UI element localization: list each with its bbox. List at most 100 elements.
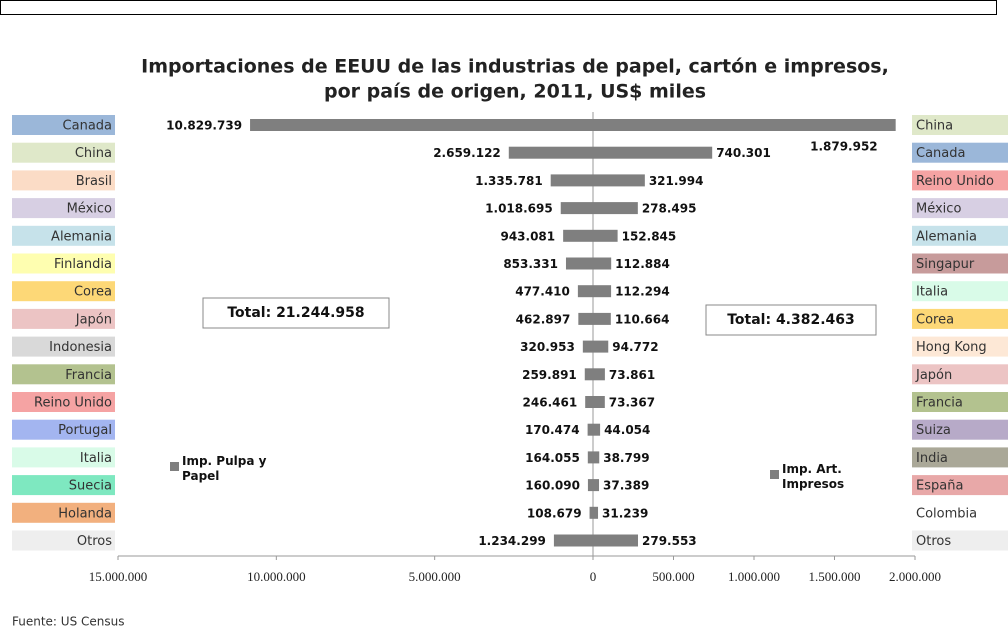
category-box: [12, 170, 115, 191]
legend-label: Imp. Art. Impresos: [782, 462, 845, 491]
bar: [563, 229, 593, 242]
bar: [582, 340, 593, 353]
bar: [565, 257, 593, 270]
category-box: [12, 198, 115, 219]
category-box: [12, 392, 115, 412]
bar: [584, 368, 593, 381]
bar: [550, 174, 593, 187]
bar: [593, 312, 611, 325]
bar: [587, 479, 593, 492]
bar: [585, 396, 593, 408]
category-label: México: [916, 202, 961, 217]
category-label: China: [916, 119, 953, 134]
category-label: Alemania: [51, 229, 112, 244]
category-box: [12, 115, 115, 135]
value-label: 37.389: [603, 479, 649, 493]
category-box: [912, 392, 1008, 412]
bar: [250, 119, 593, 131]
value-label: 38.799: [603, 451, 649, 465]
category-box: [912, 336, 1008, 357]
category-label: Portugal: [58, 423, 112, 438]
category-label: Colombia: [916, 506, 977, 521]
category-label: China: [75, 146, 112, 161]
total-label: Total: 21.244.958: [227, 305, 364, 321]
category-box: [912, 475, 1008, 496]
category-label: Finlandia: [54, 257, 112, 272]
category-box: [912, 253, 1008, 274]
value-label: 259.891: [522, 368, 577, 382]
category-label: Canada: [63, 119, 112, 134]
category-box: [12, 225, 115, 246]
chart-title: por país de origen, 2011, US$ miles: [324, 81, 706, 103]
category-box: [912, 502, 1008, 523]
value-label: 943.081: [500, 229, 555, 243]
category-box: [12, 336, 115, 357]
value-label: 170.474: [525, 423, 580, 437]
category-label: India: [916, 451, 948, 466]
category-box: [912, 198, 1008, 219]
category-label: Japón: [75, 312, 112, 327]
bar: [593, 146, 713, 159]
legend-box: Imp. Art. Impresos: [782, 462, 845, 491]
value-label: 321.994: [649, 174, 704, 188]
value-label: 740.301: [716, 146, 771, 160]
bar: [593, 479, 600, 492]
category-box: [912, 447, 1008, 468]
category-label: Indonesia: [49, 340, 112, 355]
top-box: [0, 0, 997, 15]
legend-swatch: [770, 470, 779, 479]
category-box: [912, 281, 1008, 302]
category-label: Holanda: [58, 506, 112, 521]
value-label: 320.953: [520, 340, 575, 354]
value-label: 279.553: [642, 534, 697, 548]
bar: [578, 312, 593, 325]
bar: [593, 368, 605, 381]
category-label: Suecia: [69, 479, 112, 494]
category-box: [912, 308, 1008, 329]
category-box: [12, 530, 115, 551]
total-label: Total: 4.382.463: [727, 312, 855, 328]
category-label: España: [916, 479, 963, 494]
value-label: 44.054: [604, 423, 650, 437]
category-box: [12, 447, 115, 468]
value-label: 10.829.739: [166, 119, 242, 133]
category-label: Otros: [916, 534, 951, 549]
bar: [577, 285, 593, 298]
legend-box: Imp. Pulpa y Papel: [182, 454, 267, 483]
category-box: [912, 419, 1008, 440]
x-tick-label: 10.000.000: [247, 569, 306, 584]
category-box: [12, 475, 115, 496]
value-label: 462.897: [516, 312, 571, 326]
value-label: 160.090: [525, 479, 580, 493]
bar: [593, 119, 896, 131]
value-label: 73.861: [609, 368, 655, 382]
bar: [593, 285, 612, 298]
legend-label: Imp. Pulpa y Papel: [182, 454, 267, 483]
value-label: 1.335.781: [475, 174, 543, 188]
value-label: 1.879.952: [810, 140, 878, 154]
category-label: Brasil: [76, 174, 112, 189]
category-box: [12, 502, 115, 523]
category-box: [912, 142, 1008, 163]
category-label: Suiza: [916, 423, 951, 438]
category-label: Otros: [77, 534, 112, 549]
value-label: 73.367: [609, 396, 655, 410]
bar: [587, 451, 593, 464]
x-tick-label: 15.000.000: [89, 569, 148, 584]
category-box: [912, 364, 1008, 385]
value-label: 110.664: [615, 312, 670, 326]
category-label: Singapur: [916, 257, 975, 272]
category-box: [12, 142, 115, 163]
category-label: México: [67, 202, 112, 217]
bar: [593, 451, 600, 464]
value-label: 278.495: [642, 202, 697, 216]
category-label: Italia: [916, 285, 948, 300]
bar: [589, 506, 593, 519]
category-label: Corea: [916, 312, 954, 327]
x2-tick-label: 2.000.000: [889, 569, 941, 584]
category-box: [12, 281, 115, 302]
value-label: 31.239: [602, 506, 648, 520]
bar: [593, 396, 605, 408]
value-label: 1.234.299: [478, 534, 546, 548]
